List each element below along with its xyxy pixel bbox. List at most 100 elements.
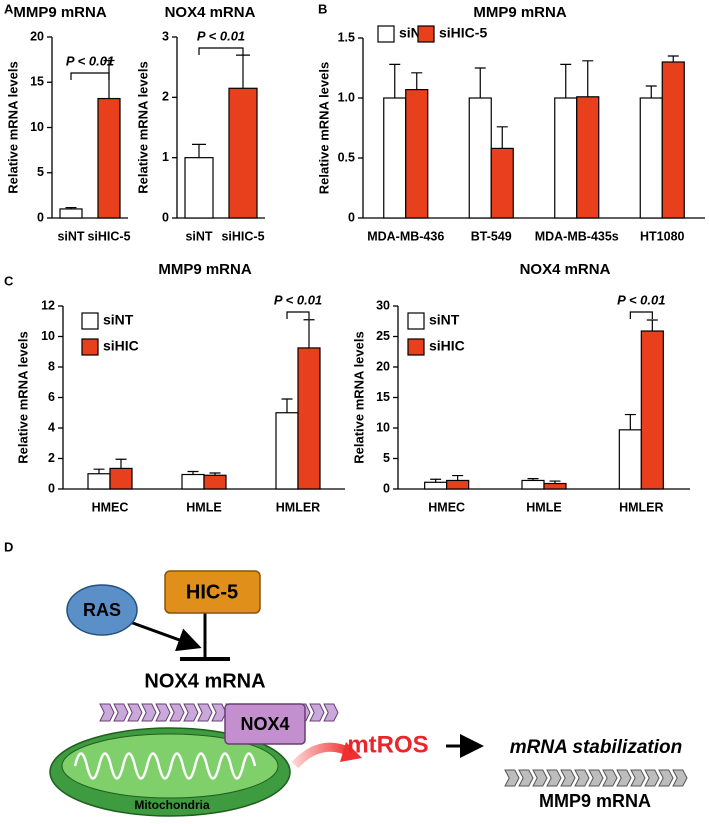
panel-label: B [318, 1, 327, 16]
error-bar [430, 478, 442, 483]
x-tick-label: BT-549 [471, 229, 512, 243]
legend-swatch [81, 338, 99, 356]
y-tick-label: 0 [37, 210, 44, 224]
significance-bracket [70, 72, 110, 80]
chart: NOX4 mRNA Relative mRNA levels 0 1 2 3 siNT siH… [135, 4, 265, 243]
bar [203, 474, 227, 490]
chevron [504, 769, 520, 787]
hic5-label: HIC-5 [186, 581, 238, 603]
x-tick-label: HMLER [619, 500, 663, 514]
x-tick-label: HMEC [92, 500, 129, 514]
error-bar [582, 60, 594, 97]
ras-node [66, 584, 138, 636]
y-tick-label: 20 [376, 359, 390, 373]
bar [554, 97, 578, 219]
y-tick-label: 12 [41, 298, 55, 312]
bar [87, 473, 111, 490]
error-bar [496, 126, 508, 149]
legend-swatch [377, 25, 395, 43]
y-tick-label: 8 [48, 359, 55, 373]
mitochondria-label: Mitochondria [134, 798, 210, 812]
legend-label: siNT [103, 312, 134, 328]
x-tick-label: siNT [185, 229, 212, 243]
chevron [141, 703, 157, 722]
error-bar [303, 319, 315, 348]
y-tick-label: 2 [48, 451, 55, 465]
chevron [323, 703, 339, 722]
error-bar [624, 413, 636, 430]
error-bar [93, 468, 105, 474]
error-bar [411, 72, 423, 90]
x-tick-label: siNT [57, 229, 84, 243]
annotation: P < 0.01 [274, 292, 322, 307]
legend-swatch [417, 25, 435, 43]
bar [275, 412, 299, 490]
mtros-label: mtROS [347, 731, 428, 758]
error-bar [646, 319, 658, 332]
y-tick-label: 20 [30, 29, 44, 43]
y-tick-label: 0 [348, 210, 355, 224]
activation-arrow [129, 620, 202, 652]
bar [181, 473, 205, 490]
chevron [532, 769, 548, 787]
bar [639, 97, 663, 219]
chevron [155, 703, 171, 722]
error-bar [549, 480, 561, 484]
bar [446, 479, 470, 490]
y-tick-label: 15 [376, 390, 390, 404]
y-tick-label: 0 [383, 481, 390, 495]
chart: NOX4 mRNA Relative mRNA levels 0 5 10 15 20 25 3… [351, 261, 690, 514]
x-tick-label: MDA-MB-435s [535, 229, 619, 243]
legend-label: siNT [429, 312, 460, 328]
error-bar [209, 472, 221, 476]
y-tick-label: 1 [162, 150, 169, 164]
chart: MMP9 mRNA Relative mRNA levels 0 0.5 1.0 1.5 M… [316, 4, 705, 243]
mrna-strand [504, 769, 688, 787]
legend-swatch [407, 338, 425, 356]
y-tick-label: 3 [162, 29, 169, 43]
chevron [616, 769, 632, 787]
annotation: P < 0.01 [197, 28, 245, 43]
chevron [658, 769, 674, 787]
y-tick-label: 30 [376, 298, 390, 312]
legend-swatch [407, 312, 425, 330]
chevron [588, 769, 604, 787]
chevron [169, 703, 185, 722]
bar [661, 61, 685, 219]
y-tick-label: 10 [376, 420, 390, 434]
y-tick-label: 25 [376, 329, 390, 343]
y-tick-label: 0.5 [338, 150, 355, 164]
chevron [630, 769, 646, 787]
legend-label: siHIC-5 [439, 25, 487, 41]
error-bar [192, 143, 206, 158]
bar [405, 88, 429, 219]
y-tick-label: 10 [30, 120, 44, 134]
chevron [602, 769, 618, 787]
error-bar [236, 54, 250, 89]
nox4-mrna-label: NOX4 mRNA [144, 670, 265, 692]
y-tick-label: 5 [383, 451, 390, 465]
bar [490, 147, 514, 219]
x-tick-label: HMLE [526, 500, 561, 514]
nox4-label: NOX4 [240, 714, 289, 734]
chevron [560, 769, 576, 787]
x-tick-label: siHIC-5 [221, 229, 264, 243]
chevron [113, 703, 129, 722]
x-tick-label: HMLE [186, 500, 221, 514]
bar [521, 479, 545, 490]
y-axis-label: Relative mRNA levels [135, 61, 150, 193]
bar [383, 97, 407, 219]
chevron [672, 769, 688, 787]
annotation: P < 0.01 [617, 292, 665, 307]
y-axis-label: Relative mRNA levels [15, 331, 30, 463]
bar [297, 347, 321, 490]
chart-title: NOX4 mRNA [165, 4, 256, 21]
y-axis-label: Relative mRNA levels [5, 61, 20, 193]
y-tick-label: 6 [48, 390, 55, 404]
bar [640, 330, 664, 490]
chevron [644, 769, 660, 787]
error-bar [474, 67, 486, 98]
panel-label: C [4, 273, 14, 288]
error-bar [115, 458, 127, 469]
